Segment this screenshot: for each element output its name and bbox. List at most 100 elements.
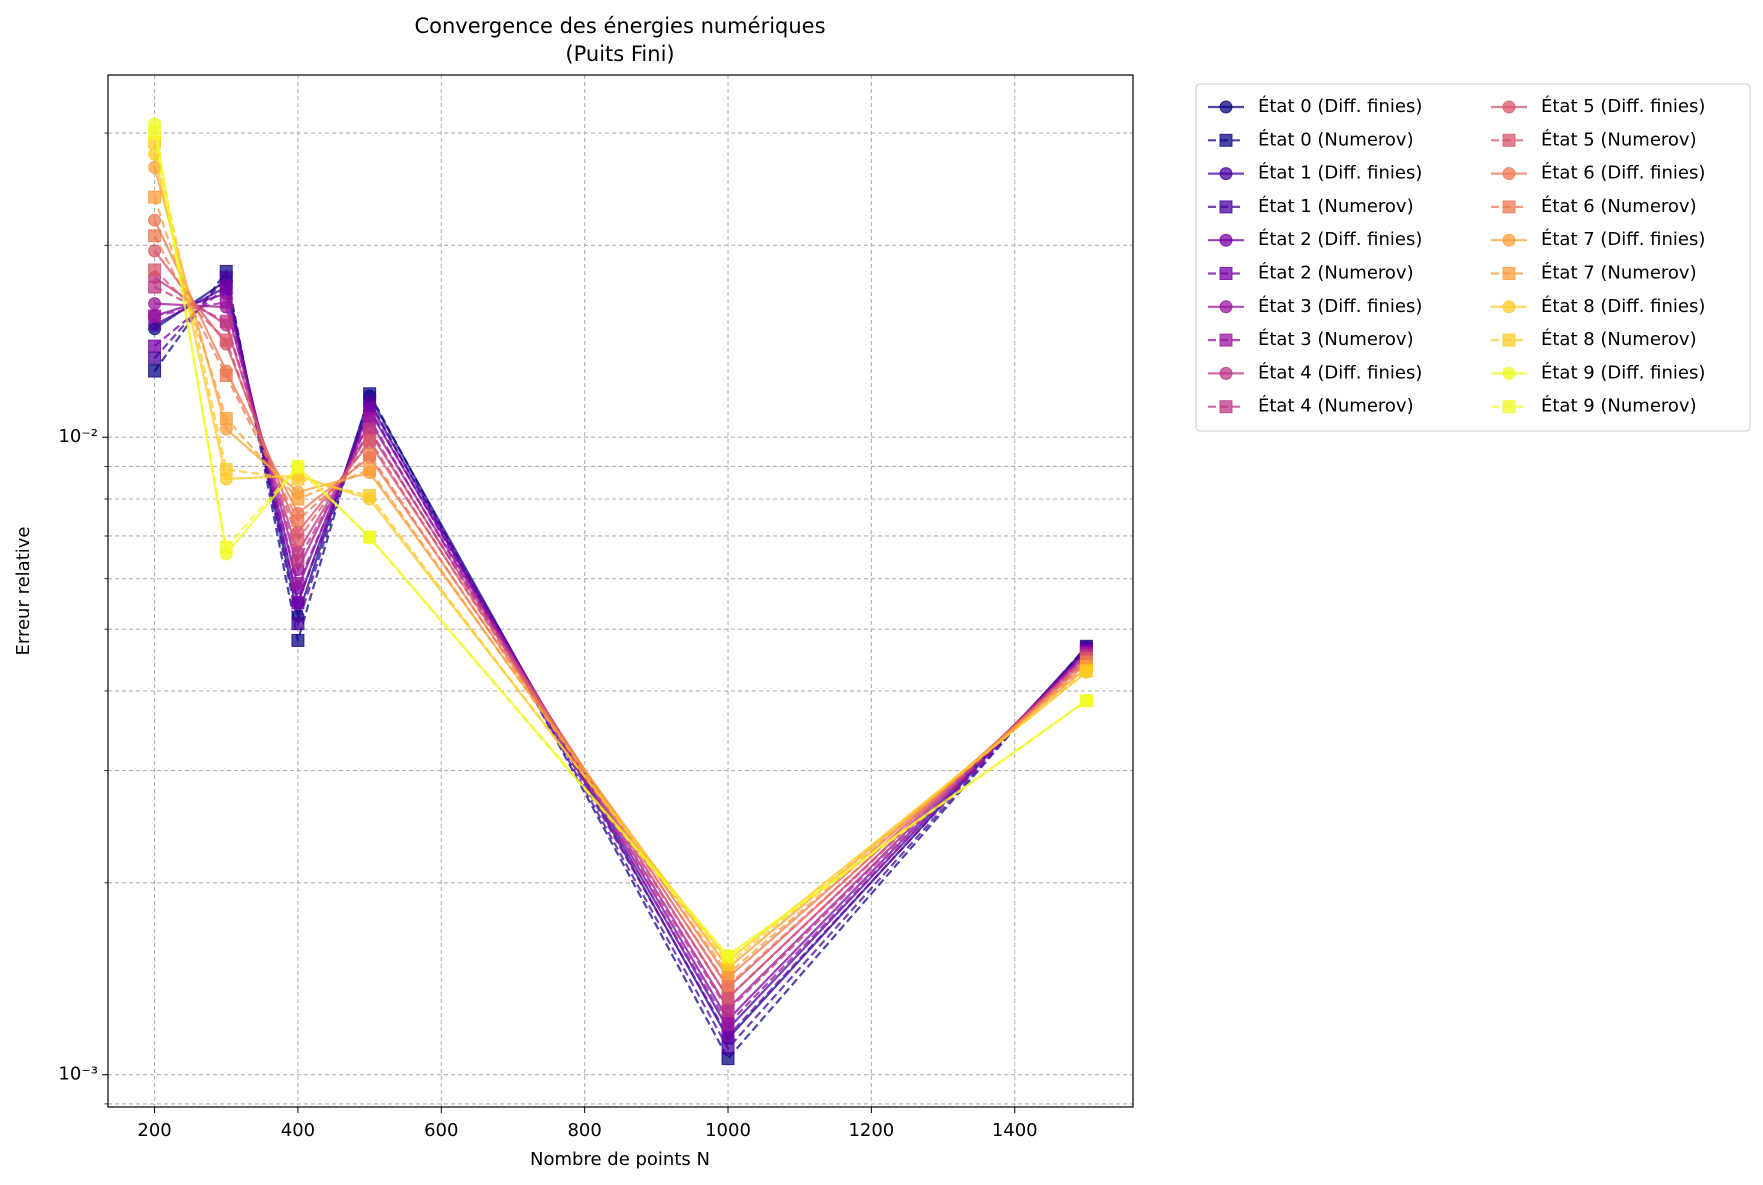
- marker: [721, 1029, 735, 1043]
- legend-label: État 7 (Diff. finies): [1541, 228, 1705, 250]
- marker: [148, 190, 162, 204]
- marker: [363, 447, 377, 461]
- marker: [1219, 366, 1233, 380]
- legend-label: État 7 (Numerov): [1541, 262, 1697, 284]
- legend-item: État 0 (Numerov): [1208, 128, 1414, 150]
- legend-box: [1195, 83, 1751, 432]
- marker: [1219, 400, 1233, 414]
- marker: [1502, 267, 1516, 280]
- series: [148, 126, 1093, 964]
- series-line: [153, 132, 1088, 959]
- marker: [148, 339, 162, 353]
- series-line: [153, 275, 1088, 1051]
- marker: [721, 950, 735, 964]
- marker: [148, 297, 162, 311]
- plot-frame: [107, 74, 1134, 1108]
- marker: [291, 554, 305, 568]
- marker: [721, 1017, 735, 1031]
- legend-item: État 2 (Numerov): [1208, 262, 1414, 284]
- marker: [1502, 233, 1516, 247]
- legend-label: État 0 (Diff. finies): [1258, 95, 1422, 117]
- legend-label: État 8 (Numerov): [1541, 328, 1697, 350]
- marker: [1502, 167, 1516, 181]
- axes: 200 400 600 800 1000 1200 1400 10⁻³ 10⁻²: [58, 74, 1134, 1141]
- legend-item: État 3 (Diff. finies): [1208, 295, 1422, 317]
- marker: [721, 1041, 735, 1055]
- legend-item: État 0 (Diff. finies): [1208, 95, 1422, 117]
- legend-label: État 5 (Diff. finies): [1541, 95, 1705, 117]
- marker: [363, 530, 377, 544]
- marker: [291, 514, 305, 528]
- series-line: [154, 302, 1088, 1011]
- marker: [148, 244, 162, 258]
- marker: [1219, 267, 1233, 280]
- marker: [1219, 133, 1233, 147]
- legend-item: État 9 (Numerov): [1491, 395, 1697, 417]
- legend-item: État 6 (Diff. finies): [1491, 162, 1705, 184]
- marker: [1219, 300, 1233, 314]
- marker: [219, 368, 233, 382]
- marker: [363, 422, 377, 436]
- marker: [1219, 100, 1233, 114]
- marker: [219, 540, 233, 554]
- legend-label: État 3 (Diff. finies): [1258, 295, 1422, 317]
- chart-subtitle: (Puits Fini): [565, 42, 674, 66]
- marker: [291, 617, 305, 631]
- marker: [291, 492, 305, 506]
- marker: [219, 411, 233, 425]
- series-line: [154, 300, 1088, 1027]
- marker: [1219, 200, 1233, 214]
- marker: [219, 280, 233, 294]
- marker: [1502, 400, 1516, 414]
- legend-item: État 5 (Diff. finies): [1491, 95, 1705, 117]
- legend-item: État 6 (Numerov): [1491, 195, 1697, 217]
- legend-label: État 8 (Diff. finies): [1541, 295, 1705, 317]
- x-tick-label: 400: [281, 1120, 315, 1141]
- marker: [291, 472, 305, 486]
- legend-label: État 4 (Diff. finies): [1258, 361, 1422, 383]
- series: [148, 280, 1093, 1043]
- legend-label: État 2 (Numerov): [1258, 262, 1414, 284]
- plot-area: [148, 117, 1093, 1066]
- x-tick-label: 1200: [848, 1120, 894, 1141]
- marker: [148, 364, 162, 378]
- marker: [721, 1004, 735, 1018]
- x-tick-label: 600: [424, 1120, 458, 1141]
- legend-item: État 4 (Diff. finies): [1208, 361, 1422, 383]
- legend-label: État 1 (Numerov): [1258, 195, 1414, 217]
- marker: [291, 576, 305, 590]
- marker: [363, 462, 377, 476]
- legend-item: État 1 (Diff. finies): [1208, 162, 1422, 184]
- series-line: [153, 167, 1088, 970]
- legend-label: État 4 (Numerov): [1258, 395, 1414, 417]
- legend-label: État 6 (Numerov): [1541, 195, 1697, 217]
- legend-item: État 3 (Numerov): [1208, 328, 1414, 350]
- series-line: [153, 269, 1088, 1000]
- marker: [1502, 133, 1516, 147]
- marker: [148, 229, 162, 243]
- legend-label: État 0 (Numerov): [1258, 128, 1414, 150]
- legend-label: État 1 (Diff. finies): [1258, 162, 1422, 184]
- marker: [219, 333, 233, 347]
- legend-item: État 2 (Diff. finies): [1208, 228, 1422, 250]
- legend-item: État 7 (Numerov): [1491, 262, 1697, 284]
- series-line: [153, 268, 1088, 1061]
- marker: [1502, 300, 1516, 314]
- marker: [148, 263, 162, 277]
- marker: [219, 462, 233, 476]
- marker: [148, 280, 162, 294]
- chart-title: Convergence des énergies numériques: [414, 14, 825, 38]
- x-tick-label: 1400: [992, 1120, 1038, 1141]
- marker: [1502, 366, 1516, 380]
- marker: [721, 991, 735, 1005]
- marker: [1079, 694, 1093, 708]
- y-tick-label: 10⁻³: [58, 1064, 98, 1085]
- x-tick-label: 1000: [705, 1120, 751, 1141]
- marker: [148, 126, 162, 140]
- legend-label: État 9 (Diff. finies): [1541, 361, 1705, 383]
- marker: [148, 351, 162, 365]
- marker: [219, 314, 233, 328]
- legend-item: État 1 (Numerov): [1208, 195, 1414, 217]
- marker: [148, 213, 162, 227]
